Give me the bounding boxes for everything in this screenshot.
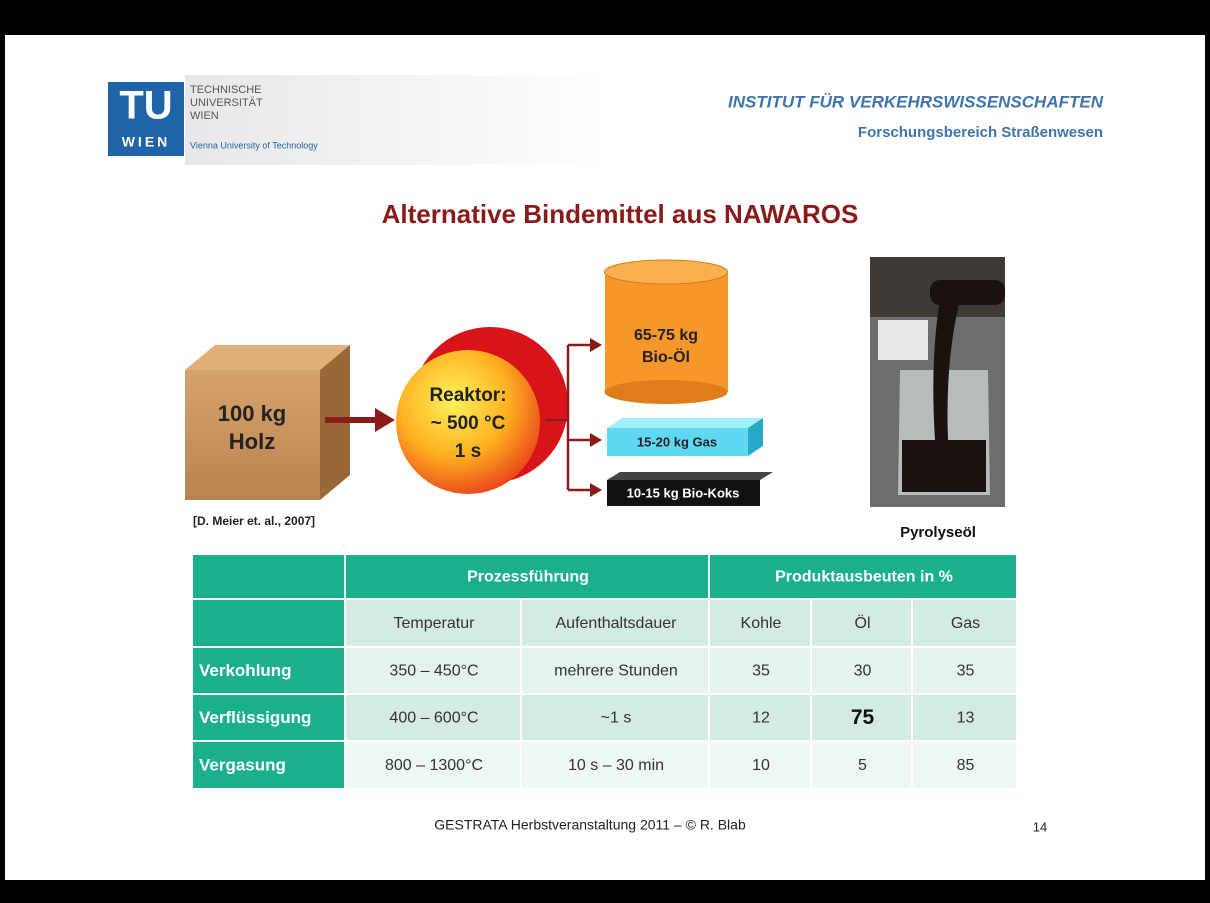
table-cell [710, 695, 810, 740]
table-cell [522, 648, 708, 693]
output-label: 65-75 kg [634, 327, 698, 344]
logo-mark: TU [119, 84, 172, 128]
output-label: 15-20 kg Gas [637, 434, 717, 449]
department: Forschungsbereich Straßenwesen [858, 124, 1103, 141]
gas-side [748, 418, 763, 456]
table-cell [913, 648, 1016, 693]
input-label: 100 kg [218, 401, 287, 426]
table-value: 5 [858, 757, 867, 774]
table-cell [193, 695, 344, 740]
table-cell [346, 600, 520, 646]
table-cell [710, 600, 810, 646]
table-value: 800 – 1300°C [385, 757, 483, 774]
row-header: Verflüssigung [199, 708, 311, 727]
cube-top [185, 345, 350, 370]
reactor [396, 350, 540, 494]
group-header: Prozessführung [467, 569, 589, 586]
column-header: Temperatur [394, 615, 476, 632]
coke-box [607, 480, 760, 506]
table-cell [812, 742, 911, 788]
table-cell [522, 742, 708, 788]
table-cell [812, 648, 911, 693]
table-cell [346, 648, 520, 693]
cylinder [605, 272, 728, 392]
column-header: Öl [855, 614, 871, 632]
table-value: 10 s – 30 min [568, 757, 664, 774]
column-header: Kohle [741, 615, 782, 632]
reactor-label: Reaktor: [429, 385, 506, 406]
table-cell [346, 555, 708, 598]
table-cell [913, 742, 1016, 788]
title: Alternative Bindemittel aus NAWAROS [382, 199, 859, 229]
input-label: Holz [229, 429, 275, 454]
logo-line: UNIVERSITÄT [190, 97, 263, 109]
header-building [185, 75, 605, 165]
table-value: 400 – 600°C [389, 710, 478, 727]
logo-city: WIEN [122, 134, 171, 150]
cube-front [185, 370, 320, 500]
table-cell [346, 695, 520, 740]
table-cell [193, 555, 344, 598]
table-cell [710, 742, 810, 788]
reactor-label: 1 s [455, 441, 481, 462]
table-cell [710, 648, 810, 693]
group-header: Produktausbeuten in % [775, 569, 953, 586]
branch-lines [545, 343, 592, 492]
output-label: 10-15 kg Bio-Koks [627, 485, 740, 500]
table-value: 30 [854, 663, 872, 680]
photo-caption: Pyrolyseöl [900, 524, 976, 541]
cylinder-bottom [604, 380, 728, 404]
reactor-label: ~ 500 °C [431, 413, 506, 434]
coke-top [607, 472, 773, 480]
table-value: 13 [957, 710, 975, 727]
table-value: 35 [752, 663, 770, 680]
logo [108, 82, 184, 156]
table-value: 350 – 450°C [389, 663, 478, 680]
logo-line: TECHNISCHE [190, 84, 262, 96]
table-value: 35 [957, 663, 975, 680]
table-value: 75 [851, 706, 875, 729]
table-value: ~1 s [601, 710, 632, 727]
photo [870, 257, 1005, 507]
cylinder-top [604, 259, 728, 285]
table-cell [522, 600, 708, 646]
column-header: Aufenthaltsdauer [556, 615, 678, 632]
table-cell [193, 600, 344, 646]
footer-text: GESTRATA Herbstveranstaltung 2011 – © R.… [434, 817, 746, 833]
gas-box [607, 428, 748, 456]
table: Prozessführung Produktausbeuten in % Tempe… [193, 555, 1016, 788]
arrow-head [375, 408, 395, 432]
citation: [D. Meier et. al., 2007] [193, 514, 315, 528]
table-value: mehrere Stunden [554, 663, 678, 680]
logo-tagline: Vienna University of Technology [190, 140, 318, 150]
table-value: 85 [957, 757, 975, 774]
row-header: Verkohlung [199, 661, 292, 680]
page-number: 14 [1033, 819, 1047, 834]
table-cell [913, 695, 1016, 740]
row-header: Vergasung [199, 755, 286, 774]
table-cell [812, 600, 911, 646]
table-cell [710, 555, 1016, 598]
logo-line: WIEN [190, 110, 219, 122]
institute: INSTITUT FÜR VERKEHRSWISSENSCHAFTEN [728, 92, 1104, 111]
table-cell [346, 742, 520, 788]
table-value: 10 [752, 757, 770, 774]
branch-heads [590, 338, 602, 497]
table-cell [812, 695, 911, 740]
column-header: Gas [951, 615, 980, 632]
table-cell [913, 600, 1016, 646]
output-label: Bio-Öl [642, 347, 690, 366]
table-cell [193, 742, 344, 788]
table-cell [193, 648, 344, 693]
table-cell [522, 695, 708, 740]
gas-top [607, 418, 763, 428]
table-value: 12 [752, 710, 770, 727]
